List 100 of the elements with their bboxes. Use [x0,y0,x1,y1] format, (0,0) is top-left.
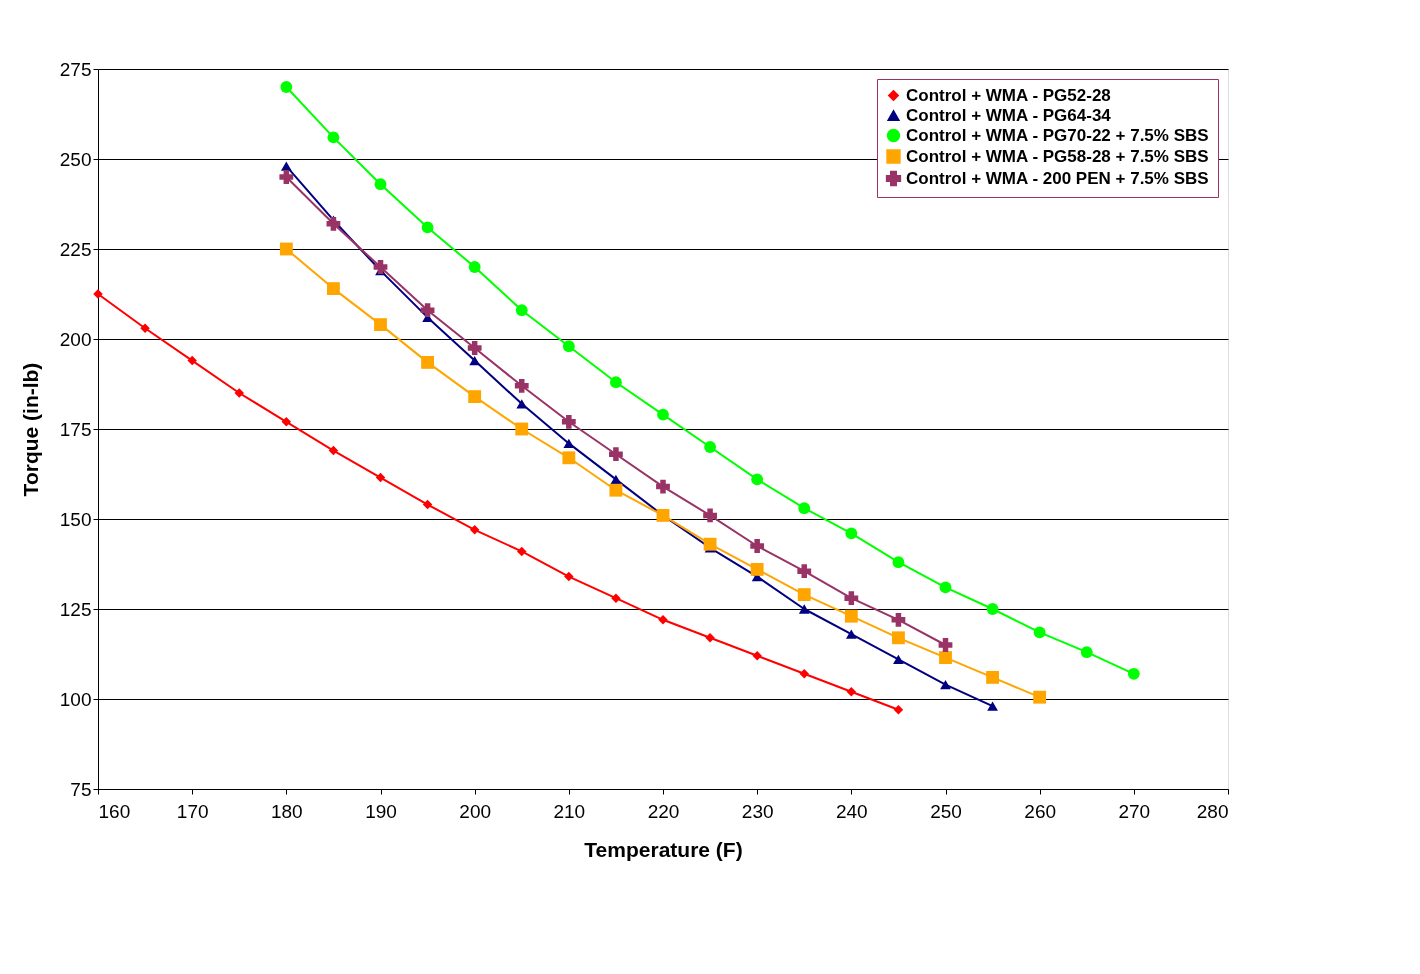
point [893,654,904,665]
point [421,221,434,234]
point [327,131,340,144]
point [515,422,529,436]
point [514,378,529,393]
point [374,178,387,191]
point [705,633,715,643]
point [373,260,388,274]
point [891,631,905,645]
point [751,473,764,486]
point [797,588,811,602]
point [891,612,906,627]
point [703,508,717,523]
x-tick-label: 280 [1196,800,1229,822]
x-tick-label: 230 [741,800,774,822]
point [1033,626,1046,639]
point [375,472,386,483]
y-tick-label: 250 [59,148,92,170]
point [467,341,482,355]
point [657,408,669,421]
x-tick-label: 260 [1024,800,1057,822]
point [1033,690,1047,704]
legend-label: Control + WMA - PG64-34 [906,105,1112,125]
point [279,242,293,256]
point [704,441,716,453]
point [611,593,621,603]
point [938,638,953,652]
point [656,479,670,494]
point [750,539,765,553]
x-tick-label: 220 [647,800,680,822]
point [468,261,481,273]
x-tick-label: 170 [176,800,209,822]
point [610,376,622,389]
x-axis-title: Temperature (F) [584,837,743,861]
point [422,499,433,510]
point [515,304,528,317]
point [564,571,574,582]
point [750,562,764,576]
point [987,701,998,711]
point [939,581,952,594]
point [844,609,858,623]
point [939,651,952,665]
point [986,670,1000,684]
point [609,447,623,462]
point [609,483,623,497]
y-tick-label: 200 [59,328,92,350]
point [892,556,905,569]
point [1127,667,1140,680]
x-tick-label: 240 [835,800,868,822]
legend-label: Control + WMA - PG70-22 + 7.5% SBS [906,125,1209,145]
point [798,604,810,614]
point [845,629,857,639]
point [1080,646,1093,659]
point [469,355,481,366]
point [940,679,951,690]
y-tick-label: 175 [59,418,92,440]
y-tick-label: 150 [59,508,92,530]
legend-label: Control + WMA - PG58-28 + 7.5% SBS [906,146,1209,166]
legend-label: Control + WMA - 200 PEN + 7.5% SBS [906,168,1209,188]
point [561,414,576,429]
y-tick-label: 225 [59,238,92,260]
point [281,417,292,427]
y-tick-label: 100 [59,688,92,710]
point [326,216,341,231]
y-axis-title: Torque (in-lb) [18,362,42,497]
point [328,445,339,456]
point [468,390,482,404]
point [421,355,435,369]
point [187,355,197,366]
y-tick-label: 75 [70,778,92,800]
legend-label: Control + WMA - PG52-28 [906,85,1111,105]
point [844,591,859,606]
point [752,651,762,661]
point [326,282,340,296]
point [374,318,387,332]
point [280,161,292,171]
x-tick-label: 210 [553,800,586,822]
point [140,323,150,333]
point [469,525,480,535]
point [846,687,857,697]
point [517,546,527,557]
x-tick-label: 190 [365,800,397,822]
x-tick-label: 270 [1118,800,1151,822]
point [798,502,811,515]
x-tick-label: 180 [270,800,303,822]
point [516,399,528,409]
x-tick-label: 160 [98,800,131,822]
point [420,303,435,318]
y-tick-label: 125 [59,598,92,620]
point [797,564,812,579]
point [562,340,575,353]
point [562,451,576,465]
point [845,527,858,540]
point [279,170,294,184]
point [799,669,809,679]
x-tick-label: 250 [930,800,962,822]
point [703,537,717,551]
point [893,705,904,715]
x-tick-label: 200 [459,800,492,822]
point [986,603,999,615]
